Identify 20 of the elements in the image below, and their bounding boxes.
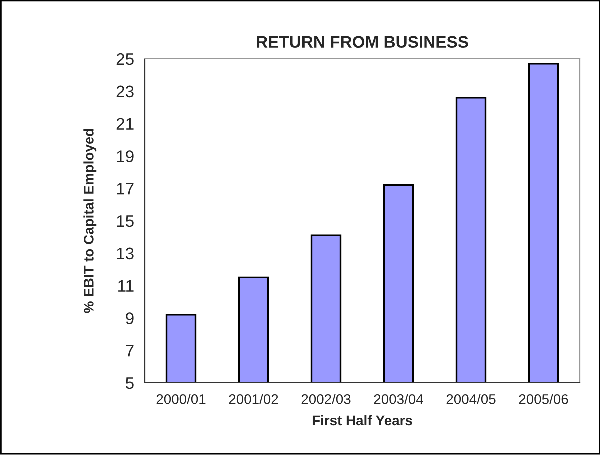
y-tick-label: 5 [126, 378, 134, 390]
y-tick-label: 15 [117, 216, 134, 228]
y-tick-label: 9 [126, 312, 134, 324]
y-tick-label: 19 [117, 150, 134, 162]
y-tick-label: 7 [126, 345, 134, 357]
y-tick-label: 25 [116, 53, 134, 66]
x-tick-label: 2002/03 [302, 394, 351, 404]
y-tick-label: 21 [116, 118, 134, 130]
x-tick-label: 2004/05 [446, 394, 496, 404]
x-tick-label: 2003/04 [374, 394, 424, 404]
y-axis-title: % EBIT to Capital Employed [84, 129, 97, 314]
y-tick-label: 13 [117, 248, 134, 260]
x-tick-label: 2000/01 [156, 394, 206, 404]
y-tick-label: 23 [116, 86, 134, 98]
y-tick-label: 17 [117, 183, 134, 195]
x-tick-label: 2005/06 [519, 394, 568, 404]
x-tick-label: 2001/02 [229, 394, 278, 404]
x-axis-title: First Half Years [312, 415, 412, 426]
chart-title: RETURN FROM BUSINESS [257, 36, 468, 48]
y-tick-label: 11 [118, 280, 134, 292]
